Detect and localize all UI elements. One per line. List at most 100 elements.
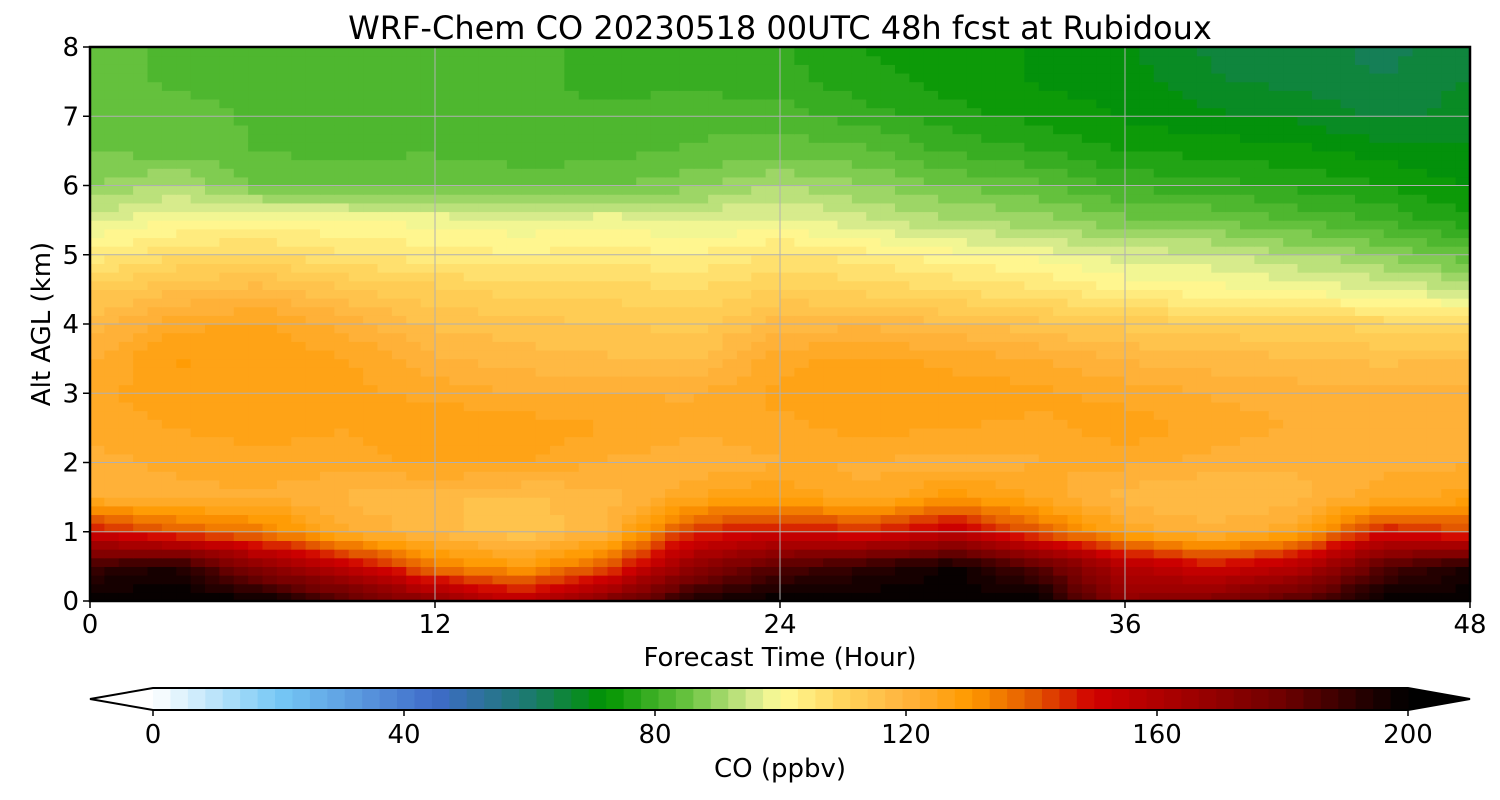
heatmap-cell xyxy=(248,358,264,368)
heatmap-cell xyxy=(1081,557,1097,567)
heatmap-cell xyxy=(104,246,120,256)
heatmap-cell xyxy=(593,150,609,161)
heatmap-cell xyxy=(506,194,522,204)
heatmap-cell xyxy=(1268,324,1284,334)
heatmap-cell xyxy=(1096,479,1112,490)
heatmap-cell xyxy=(1182,583,1198,593)
heatmap-cell xyxy=(1139,367,1155,377)
heatmap-cell xyxy=(176,349,192,360)
heatmap-cell xyxy=(981,583,997,593)
heatmap-cell xyxy=(665,194,680,204)
heatmap-cell xyxy=(1383,246,1399,256)
heatmap-cell xyxy=(808,419,824,429)
heatmap-cell xyxy=(578,410,594,420)
heatmap-cell xyxy=(1096,237,1112,247)
heatmap-cell xyxy=(722,349,738,360)
heatmap-cell xyxy=(578,514,594,524)
heatmap-cell xyxy=(1225,462,1241,472)
heatmap-cell xyxy=(550,592,565,601)
heatmap-cell xyxy=(1081,540,1097,550)
heatmap-cell xyxy=(118,592,134,601)
heatmap-cell xyxy=(578,436,594,446)
heatmap-cell xyxy=(1412,393,1428,403)
heatmap-cell xyxy=(1240,549,1255,559)
heatmap-cell xyxy=(765,393,781,403)
heatmap-cell xyxy=(981,401,997,412)
heatmap-cell xyxy=(176,202,192,213)
heatmap-cell xyxy=(1053,514,1069,524)
heatmap-cell xyxy=(693,332,709,342)
heatmap-cell xyxy=(1441,289,1457,299)
heatmap-cell xyxy=(938,150,954,161)
heatmap-cell xyxy=(765,523,781,533)
heatmap-cell xyxy=(1024,272,1040,282)
heatmap-cell xyxy=(276,237,292,247)
heatmap-cell xyxy=(607,211,623,221)
heatmap-cell xyxy=(219,393,235,403)
heatmap-cell xyxy=(147,332,163,342)
heatmap-cell xyxy=(90,246,105,256)
heatmap-cell xyxy=(593,272,609,282)
heatmap-cell xyxy=(1426,393,1442,403)
heatmap-cell xyxy=(981,549,997,559)
heatmap-cell xyxy=(1383,263,1399,273)
heatmap-cell xyxy=(1268,358,1284,368)
heatmap-cell xyxy=(1196,150,1212,161)
heatmap-cell xyxy=(1010,194,1025,204)
heatmap-cell xyxy=(1038,315,1054,325)
heatmap-cell xyxy=(708,237,724,247)
heatmap-cell xyxy=(435,436,450,446)
heatmap-cell xyxy=(1125,479,1140,490)
heatmap-cell xyxy=(334,557,350,567)
heatmap-cell xyxy=(837,523,853,533)
heatmap-cell xyxy=(780,367,795,377)
heatmap-cell xyxy=(952,471,968,481)
heatmap-cell xyxy=(1168,263,1184,273)
heatmap-cell xyxy=(391,393,407,403)
heatmap-cell xyxy=(492,349,508,360)
heatmap-cell xyxy=(780,185,795,195)
heatmap-cell xyxy=(1369,514,1385,524)
heatmap-cell xyxy=(435,410,450,420)
heatmap-cell xyxy=(1311,202,1327,213)
heatmap-cell xyxy=(521,220,537,230)
heatmap-cell xyxy=(1240,332,1255,342)
heatmap-cell xyxy=(305,159,321,169)
heatmap-cell xyxy=(535,358,551,368)
heatmap-cell xyxy=(679,401,695,412)
heatmap-cell xyxy=(1441,427,1457,438)
heatmap-cell xyxy=(708,557,724,567)
heatmap-cell xyxy=(420,375,436,386)
heatmap-cell xyxy=(348,592,364,601)
heatmap-cell xyxy=(1340,531,1356,542)
heatmap-cell xyxy=(665,237,680,247)
heatmap-cell xyxy=(923,237,939,247)
heatmap-cell xyxy=(219,445,235,455)
heatmap-cell xyxy=(564,150,580,161)
heatmap-cell xyxy=(535,514,551,524)
heatmap-cell xyxy=(866,280,882,290)
heatmap-cell xyxy=(1196,583,1212,593)
heatmap-cell xyxy=(463,393,479,403)
heatmap-cell xyxy=(305,315,321,325)
heatmap-cell xyxy=(751,280,767,290)
heatmap-cell xyxy=(1383,549,1399,559)
heatmap-cell xyxy=(693,272,709,282)
heatmap-cell xyxy=(348,453,364,464)
heatmap-cell xyxy=(923,514,939,524)
heatmap-cell xyxy=(1297,549,1313,559)
heatmap-cell xyxy=(966,159,982,169)
heatmap-cell xyxy=(118,289,134,299)
heatmap-cell xyxy=(348,566,364,576)
heatmap-cell xyxy=(909,375,925,386)
heatmap-cell xyxy=(420,497,436,507)
heatmap-cell xyxy=(938,575,954,585)
heatmap-cell xyxy=(1254,427,1270,438)
heatmap-cell xyxy=(909,427,925,438)
heatmap-cell xyxy=(104,436,120,446)
heatmap-cell xyxy=(506,263,522,273)
heatmap-cell xyxy=(1383,488,1399,498)
heatmap-cell xyxy=(665,272,680,282)
heatmap-cell xyxy=(1369,220,1385,230)
heatmap-cell xyxy=(176,549,192,559)
